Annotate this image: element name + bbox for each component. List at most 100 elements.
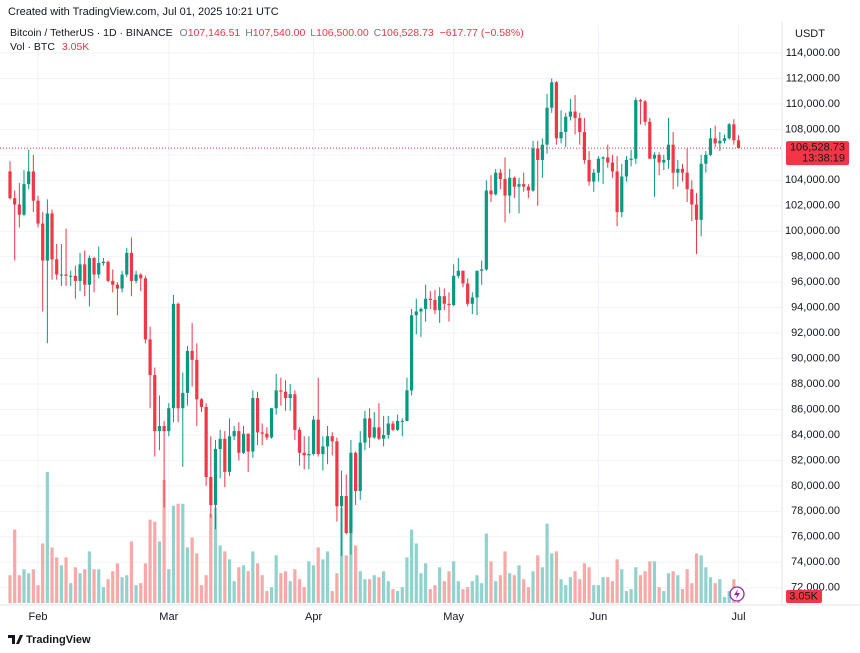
candle-body [148,339,152,376]
legend-title: Bitcoin / TetherUS · 1D · BINANCE [10,27,173,39]
candle-body [367,418,372,438]
x-tick-label: Jun [590,611,608,623]
last-volume-box [786,589,822,603]
candle-body [414,311,418,316]
volume-bar [321,559,325,603]
candle-body [662,159,666,163]
volume-bar [78,573,82,603]
candle-body [568,111,572,117]
volume-bar [41,543,45,603]
volume-bar [606,577,610,603]
candle-body [246,433,250,452]
volume-bar [578,579,582,603]
candle-body [13,198,17,205]
candle-body [171,303,176,409]
candle-body [494,172,498,195]
candle-body [564,116,568,132]
volume-bar [643,571,647,603]
volume-bar [157,541,162,603]
volume-bar [269,587,274,603]
volume-bar [480,583,484,603]
volume-bar [531,571,535,603]
volume-bar [382,571,386,603]
candle-body [372,427,376,438]
candle-body [652,154,657,159]
candle-body [358,442,362,491]
y-tick-label: 94,000.00 [791,302,840,314]
candle-body [391,423,395,430]
volume-bar [377,577,381,603]
candle-body [311,419,316,455]
volume-bar [522,579,526,603]
candle-body [92,257,96,275]
volume-bar [657,587,661,603]
candle-body [643,101,647,122]
candle-body [260,432,264,434]
volume-bar [241,565,246,603]
candle-body [213,448,218,505]
candle-body [73,275,77,281]
volume-bar [615,559,619,603]
volume-bar [582,563,587,603]
volume-bar [718,579,722,603]
candle-body [139,274,143,279]
volume-bar [297,579,302,603]
candle-body [536,148,540,160]
candle-body [353,452,358,491]
x-tick-label: Jul [731,611,745,623]
candle-body [484,190,488,270]
candle-body [629,158,633,160]
volume-bar [466,587,470,603]
volume-bar [405,557,409,603]
volume-bar [452,561,456,603]
candle-body [610,162,615,172]
candle-body [704,154,708,164]
candle-body [125,252,129,275]
candle-body [461,270,465,284]
candle-body [424,298,428,309]
volume-bar [638,575,643,603]
volume-bar [92,569,96,603]
candle-body [638,100,643,102]
volume-bar [50,547,54,603]
candle-body [223,438,227,472]
volume-bar [129,541,134,603]
volume-bar [503,551,507,603]
volume-bar [64,557,68,603]
candle-body [480,269,484,271]
candle-body [325,436,330,447]
volume-bar [36,585,40,603]
candle-body [708,138,713,155]
brand-name: TradingView [26,634,91,646]
volume-bar [13,529,17,603]
volume-bar [540,567,544,603]
candle-body [241,433,246,453]
last-price-box [786,141,849,166]
volume-bar [31,569,35,603]
candle-body [377,427,381,439]
volume-bar [22,569,26,603]
volume-bar [568,577,572,603]
volume-bar [55,557,59,603]
candle-body [22,184,26,215]
candle-body [400,420,404,422]
volume-bar [447,571,451,603]
countdown: 13:38:19 [802,153,845,165]
volume-bar [171,505,176,603]
candle-body [64,274,68,276]
candle-body [255,398,260,433]
candle-body [167,408,171,432]
volume-bar [87,551,91,603]
candle-body [419,308,423,312]
volume-bar [690,583,694,603]
volume-bar [722,597,727,603]
volume-bar [694,553,699,603]
candle-body [69,275,73,277]
ohlc-value: 107,146.51 [188,27,241,39]
volume-bar [587,567,591,603]
candle-body [288,394,292,399]
volume-bar [564,585,568,603]
ohlc-value: 107,540.00 [253,27,306,39]
candle-body [181,392,185,409]
